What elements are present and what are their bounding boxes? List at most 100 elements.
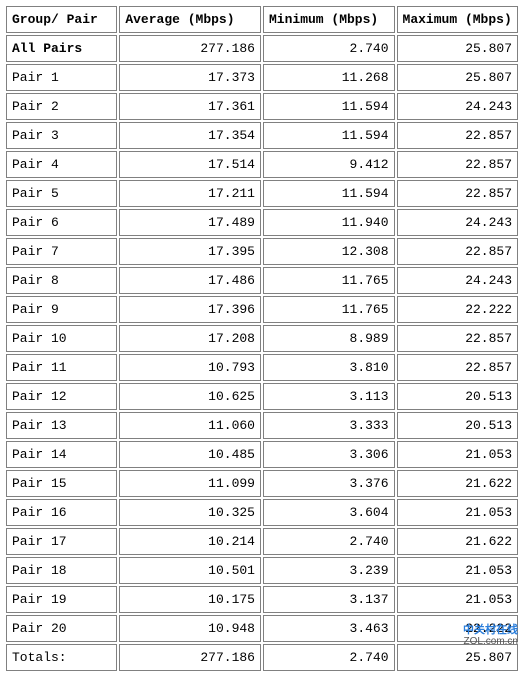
table-row: Pair 1910.1753.13721.053 [6,586,518,613]
row-max: 22.857 [397,180,518,207]
row-min: 3.306 [263,441,395,468]
row-min: 3.333 [263,412,395,439]
table-row: Pair 917.39611.76522.222 [6,296,518,323]
row-max: 21.053 [397,557,518,584]
row-label: Pair 14 [6,441,117,468]
table-header-row: Group/ Pair Average (Mbps) Minimum (Mbps… [6,6,518,33]
row-max: 22.222 [397,615,518,642]
row-max: 21.053 [397,586,518,613]
table-row: Pair 1610.3253.60421.053 [6,499,518,526]
row-avg: 277.186 [119,644,261,671]
row-avg: 10.325 [119,499,261,526]
col-header-group-pair: Group/ Pair [6,6,117,33]
row-max: 24.243 [397,209,518,236]
table-row: Pair 517.21111.59422.857 [6,180,518,207]
table-row: All Pairs277.1862.74025.807 [6,35,518,62]
row-avg: 11.099 [119,470,261,497]
row-avg: 17.489 [119,209,261,236]
col-header-average: Average (Mbps) [119,6,261,33]
row-label: Pair 1 [6,64,117,91]
table-row: Pair 1710.2142.74021.622 [6,528,518,555]
row-label: Totals: [6,644,117,671]
table-row: Pair 317.35411.59422.857 [6,122,518,149]
row-label: Pair 17 [6,528,117,555]
row-avg: 10.214 [119,528,261,555]
row-avg: 17.396 [119,296,261,323]
row-max: 25.807 [397,35,518,62]
table-row: Pair 2010.9483.46322.222 [6,615,518,642]
row-min: 11.765 [263,267,395,294]
row-max: 22.857 [397,354,518,381]
row-min: 3.810 [263,354,395,381]
row-max: 20.513 [397,412,518,439]
row-label: Pair 8 [6,267,117,294]
table-row: Pair 1810.5013.23921.053 [6,557,518,584]
row-avg: 277.186 [119,35,261,62]
row-min: 2.740 [263,35,395,62]
row-avg: 17.354 [119,122,261,149]
row-min: 3.137 [263,586,395,613]
table-row: Pair 1017.2088.98922.857 [6,325,518,352]
row-max: 22.857 [397,325,518,352]
table-row: Pair 217.36111.59424.243 [6,93,518,120]
row-avg: 10.793 [119,354,261,381]
row-min: 11.268 [263,64,395,91]
row-min: 3.463 [263,615,395,642]
row-label: Pair 7 [6,238,117,265]
table-row: Pair 1110.7933.81022.857 [6,354,518,381]
row-label: Pair 15 [6,470,117,497]
row-max: 24.243 [397,93,518,120]
row-max: 25.807 [397,644,518,671]
row-avg: 17.395 [119,238,261,265]
row-max: 25.807 [397,64,518,91]
row-avg: 10.175 [119,586,261,613]
row-avg: 17.211 [119,180,261,207]
row-label: Pair 11 [6,354,117,381]
row-label: Pair 10 [6,325,117,352]
row-max: 24.243 [397,267,518,294]
col-header-maximum: Maximum (Mbps) [397,6,518,33]
row-avg: 10.625 [119,383,261,410]
row-min: 12.308 [263,238,395,265]
table-row: Pair 1511.0993.37621.622 [6,470,518,497]
table-row: Pair 617.48911.94024.243 [6,209,518,236]
row-min: 3.604 [263,499,395,526]
row-max: 22.222 [397,296,518,323]
row-min: 3.239 [263,557,395,584]
row-max: 20.513 [397,383,518,410]
row-avg: 10.948 [119,615,261,642]
row-max: 21.053 [397,441,518,468]
row-avg: 10.501 [119,557,261,584]
row-label: Pair 12 [6,383,117,410]
row-max: 22.857 [397,238,518,265]
row-label: Pair 16 [6,499,117,526]
row-min: 8.989 [263,325,395,352]
row-label: Pair 18 [6,557,117,584]
row-min: 3.113 [263,383,395,410]
row-min: 11.594 [263,122,395,149]
table-row: Pair 817.48611.76524.243 [6,267,518,294]
table-row: Pair 717.39512.30822.857 [6,238,518,265]
row-avg: 17.373 [119,64,261,91]
throughput-table: Group/ Pair Average (Mbps) Minimum (Mbps… [4,4,520,673]
table-row: Pair 1311.0603.33320.513 [6,412,518,439]
row-label: All Pairs [6,35,117,62]
row-label: Pair 2 [6,93,117,120]
row-avg: 17.486 [119,267,261,294]
row-label: Pair 4 [6,151,117,178]
row-max: 22.857 [397,122,518,149]
row-min: 3.376 [263,470,395,497]
row-label: Pair 13 [6,412,117,439]
row-min: 11.594 [263,93,395,120]
row-label: Pair 20 [6,615,117,642]
row-avg: 17.361 [119,93,261,120]
col-header-minimum: Minimum (Mbps) [263,6,395,33]
row-max: 21.053 [397,499,518,526]
table-row: Totals:277.1862.74025.807 [6,644,518,671]
row-label: Pair 3 [6,122,117,149]
row-avg: 11.060 [119,412,261,439]
row-min: 11.765 [263,296,395,323]
row-min: 11.594 [263,180,395,207]
row-max: 22.857 [397,151,518,178]
row-label: Pair 5 [6,180,117,207]
